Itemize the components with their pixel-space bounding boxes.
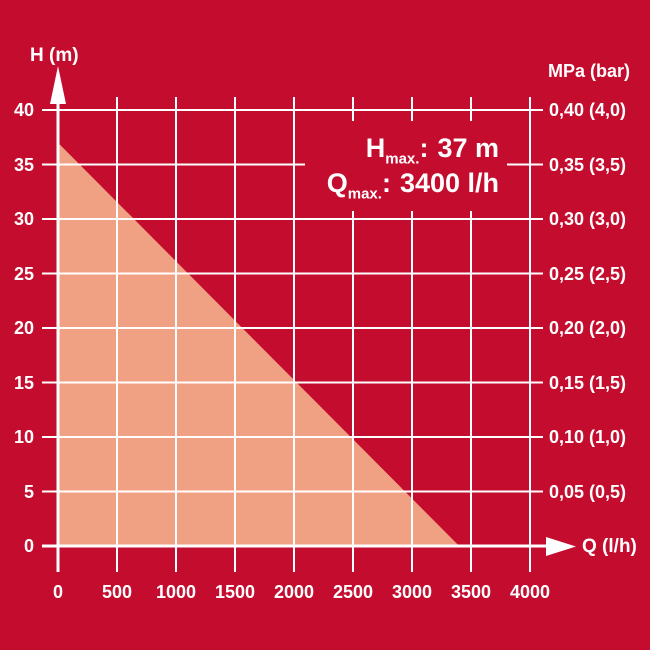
h-axis-tick-label: 20	[13, 318, 34, 338]
mpa-axis-tick-label: 0,10 (1,0)	[549, 427, 627, 447]
q-axis-tick-label: 2000	[273, 582, 315, 602]
max-values-annotation: Hmax.: 37 m Qmax.: 3400 l/h	[305, 121, 507, 211]
q-axis-tick-label: 2500	[332, 582, 374, 602]
q-axis-tick-label: 3500	[450, 582, 492, 602]
h-axis-tick-label: 5	[23, 481, 34, 502]
q-axis-tick-label: 1500	[214, 582, 256, 602]
q-max-subscript: max.	[347, 185, 382, 203]
mpa-axis-tick-label: 0,30 (3,0)	[549, 209, 627, 229]
h-axis-tick-label: 35	[13, 154, 34, 175]
mpa-axis-tick-label: 0,20 (2,0)	[549, 318, 627, 338]
q-axis-arrow-icon	[546, 537, 576, 556]
q-axis-tick-label: 1000	[155, 582, 197, 602]
h-axis-tick-label: 10	[13, 427, 34, 447]
h-max-symbol: H	[365, 133, 386, 163]
h-axis-tick-label: 0	[23, 536, 34, 556]
h-axis-tick-label: 30	[13, 209, 34, 229]
q-axis-tick-label: 3000	[391, 582, 433, 602]
mpa-axis-tick-label: 0,05 (0,5)	[549, 481, 627, 502]
mpa-axis-tick-label: 0,35 (3,5)	[549, 154, 627, 175]
h-max-line: Hmax.: 37 m	[305, 131, 499, 166]
h-max-subscript: max.	[385, 150, 420, 168]
q-axis-tick-label: 0	[52, 582, 63, 602]
mpa-axis-tick-label: 0,40 (4,0)	[549, 100, 627, 120]
h-axis-title: H (m)	[30, 45, 79, 66]
q-axis-tick-label: 4000	[509, 582, 551, 602]
q-max-value: 3400 l/h	[399, 168, 499, 198]
q-axis-title: Q (l/h)	[582, 536, 637, 557]
q-axis-tick-label: 500	[101, 582, 133, 602]
mpa-axis-tick-label: 0,25 (2,5)	[549, 263, 627, 284]
h-max-colon: :	[419, 133, 429, 163]
h-axis-tick-label: 15	[13, 372, 34, 393]
mpa-axis-title: MPa (bar)	[548, 61, 631, 81]
q-max-symbol: Q	[326, 168, 348, 198]
h-axis-arrow-icon	[50, 66, 66, 104]
h-max-value: 37 m	[437, 133, 499, 163]
h-axis-tick-label: 40	[13, 100, 34, 120]
q-max-line: Qmax.: 3400 l/h	[305, 166, 499, 201]
mpa-axis-tick-label: 0,15 (1,5)	[549, 372, 627, 393]
h-axis-tick-label: 25	[13, 263, 34, 284]
pump-capacity-area	[58, 142, 460, 546]
q-max-colon: :	[381, 168, 391, 198]
